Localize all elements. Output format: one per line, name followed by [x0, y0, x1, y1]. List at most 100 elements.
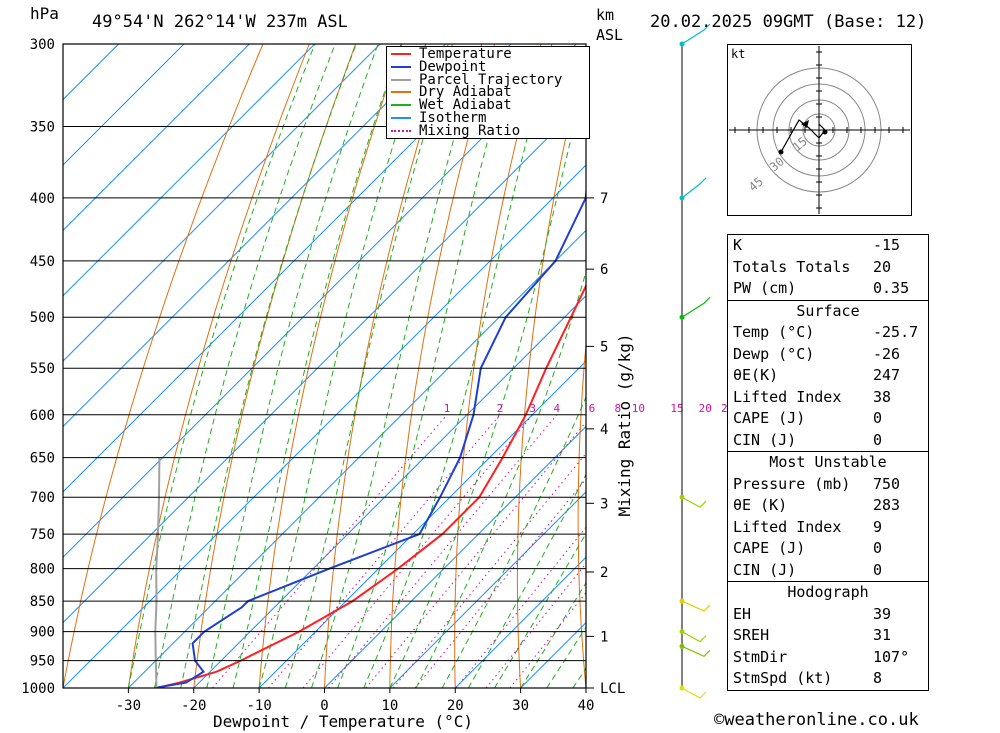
mixing-ratio-line	[414, 478, 586, 688]
wet-adiabat-line	[232, 44, 402, 688]
km-tick-label: 7	[600, 191, 608, 207]
pressure-tick-label: 850	[30, 594, 55, 610]
hodograph-stat-row: StmDir 107°	[728, 647, 928, 669]
x-tick-label: 0	[320, 698, 328, 714]
pressure-tick-label: 300	[30, 37, 55, 53]
dry-adiabat-line	[694, 44, 726, 688]
index-label: Totals Totals	[733, 257, 851, 276]
isotherm-line	[63, 44, 250, 232]
km-tick-label: 2	[600, 565, 608, 581]
wind-barb	[681, 496, 707, 508]
hodograph-stat-row: EH 39	[728, 604, 928, 626]
hodograph-marker	[801, 120, 809, 128]
wind-barb	[681, 23, 711, 45]
mixing-ratio-line	[392, 452, 586, 688]
hodograph-point	[778, 149, 784, 155]
parcel-trajectory-line	[154, 457, 161, 688]
isotherm-line	[63, 44, 577, 558]
most-unstable-label: Lifted Index	[733, 517, 842, 536]
surface-section-title: Surface	[728, 299, 928, 323]
mixing-ratio-label: 6	[589, 402, 596, 415]
isotherm-line	[63, 44, 446, 428]
dry-adiabat-line	[324, 44, 449, 688]
legend-item: Dewpoint	[391, 60, 486, 74]
legend-label: Wet Adiabat	[419, 97, 512, 114]
x-tick-label: -20	[181, 698, 206, 714]
pressure-tick-label: 600	[30, 408, 55, 424]
most-unstable-label: θE (K)	[733, 496, 788, 514]
hodograph-storm-motion	[822, 129, 828, 135]
isotherm-line	[63, 44, 185, 166]
km-tick-label: 5	[600, 339, 608, 355]
hodograph-stat-value: 39	[873, 604, 892, 623]
wind-barb	[681, 645, 711, 658]
legend-swatch	[391, 117, 411, 119]
pressure-tick-label: 700	[30, 490, 55, 506]
mixing-ratio-label: 1	[444, 402, 451, 415]
legend-swatch	[391, 91, 411, 94]
wet-adiabat-line	[441, 395, 586, 688]
most-unstable-value: 9	[873, 517, 883, 536]
surface-row: Dewp (°C) -26	[728, 344, 928, 366]
pressure-tick-label: 400	[30, 191, 55, 207]
credit-text: ©weatheronline.co.uk	[714, 710, 919, 730]
index-value: 0.35	[873, 279, 910, 297]
pressure-tick-label: 650	[30, 451, 55, 467]
legend-item: Parcel Trajectory	[391, 73, 562, 87]
hodograph-stat-label: StmSpd (kt)	[733, 669, 833, 687]
legend-swatch	[391, 65, 411, 68]
most-unstable-label: CAPE (J)	[733, 539, 806, 557]
pressure-tick-label: 1000	[21, 681, 55, 697]
mixing-ratio-label: 15	[670, 402, 683, 415]
pressure-tick-label: 350	[30, 119, 55, 135]
temperature-line	[156, 283, 586, 688]
most-unstable-row: CAPE (J) 0	[728, 538, 928, 560]
legend: Temperature Dewpoint Parcel Trajectory Dry …	[386, 46, 590, 139]
most-unstable-label: Pressure (mb)	[733, 474, 851, 493]
dry-adiabat-line	[389, 44, 496, 688]
surface-label: CIN (J)	[733, 430, 797, 449]
index-value: 20	[873, 257, 892, 276]
most-unstable-value: 0	[873, 539, 883, 557]
surface-value: -25.7	[873, 323, 919, 341]
surface-value: 247	[873, 366, 901, 384]
mixing-ratio-label: 4	[553, 402, 560, 415]
index-row: K -15	[728, 235, 928, 257]
surface-value: -26	[873, 344, 901, 363]
hodograph-stat-row: SREH 31	[728, 625, 928, 647]
datetime-title: 20.02.2025 09GMT (Base: 12)	[650, 12, 927, 32]
surface-label: Lifted Index	[733, 387, 842, 406]
wet-adiabat-line	[127, 44, 316, 688]
surface-row: CAPE (J) 0	[728, 408, 928, 430]
wet-adiabat-line	[363, 44, 553, 688]
pressure-tick-label: 500	[30, 310, 55, 326]
mixing-ratio-line	[455, 526, 586, 688]
legend-label: Isotherm	[419, 110, 487, 126]
isotherm-line	[454, 556, 586, 688]
dry-adiabat-line	[258, 44, 403, 688]
index-label: PW (cm)	[733, 279, 797, 297]
mixing-ratio-label: 2	[497, 402, 504, 415]
x-tick-label: 20	[447, 698, 464, 714]
isotherm-line	[63, 44, 512, 493]
dewpoint-line	[154, 183, 586, 688]
most-unstable-label: CIN (J)	[733, 560, 797, 579]
index-label: K	[733, 236, 743, 254]
surface-label: CAPE (J)	[733, 409, 806, 427]
hodograph-stat-label: StmDir	[733, 647, 788, 666]
pressure-tick-label: 800	[30, 562, 55, 578]
mixing-ratio-label: 20	[699, 402, 712, 415]
hodograph-stat-label: EH	[733, 604, 752, 623]
pressure-tick-label: 450	[30, 254, 55, 270]
wet-adiabat-line	[154, 44, 336, 688]
wet-adiabat-line	[284, 44, 453, 688]
surface-value: 38	[873, 387, 892, 406]
index-row: Totals Totals 20	[728, 257, 928, 279]
x-axis-label: Dewpoint / Temperature (°C)	[213, 712, 473, 731]
km-tick-label: 3	[600, 496, 608, 512]
legend-label: Dry Adiabat	[419, 84, 512, 101]
surface-label: Temp (°C)	[733, 323, 815, 341]
isotherm-line	[63, 44, 316, 297]
km-tick-label: 1	[600, 629, 608, 645]
surface-row: θE(K) 247	[728, 365, 928, 387]
